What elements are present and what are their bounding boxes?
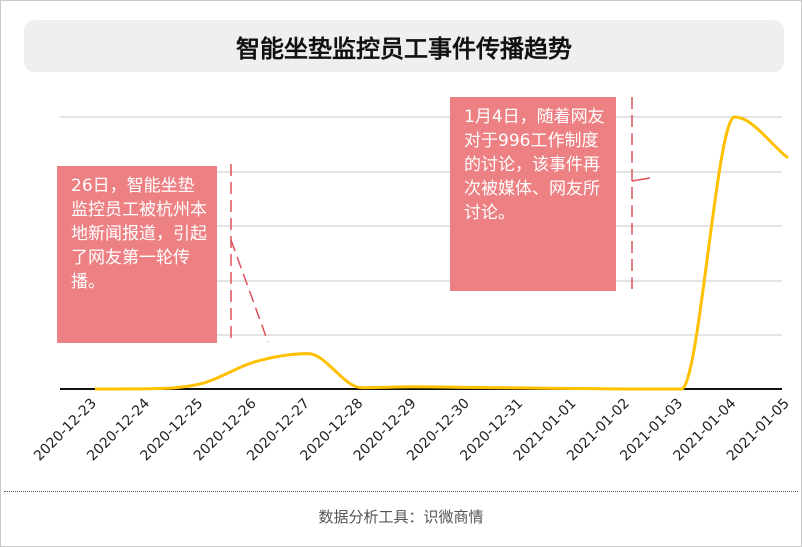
marker-right-tick [631,177,651,182]
chart-title: 智能坐垫监控员工事件传播趋势 [24,20,784,72]
source-note: 数据分析工具：识微商情 [318,508,484,526]
x-tick-labels: 2020-12-232020-12-242020-12-252020-12-26… [31,395,793,464]
annotation-right: 1月4日，随着网友对于996工作制度的讨论，该事件再次被媒体、网友所讨论。 [450,97,616,291]
marker-left-diagonal [230,239,269,343]
series-line [94,115,789,391]
footer-divider [4,491,798,492]
annotation-left: 26日，智能坐垫监控员工被杭州本地新闻报道，引起了网友第一轮传播。 [57,166,217,343]
annotation-markers [230,97,651,343]
